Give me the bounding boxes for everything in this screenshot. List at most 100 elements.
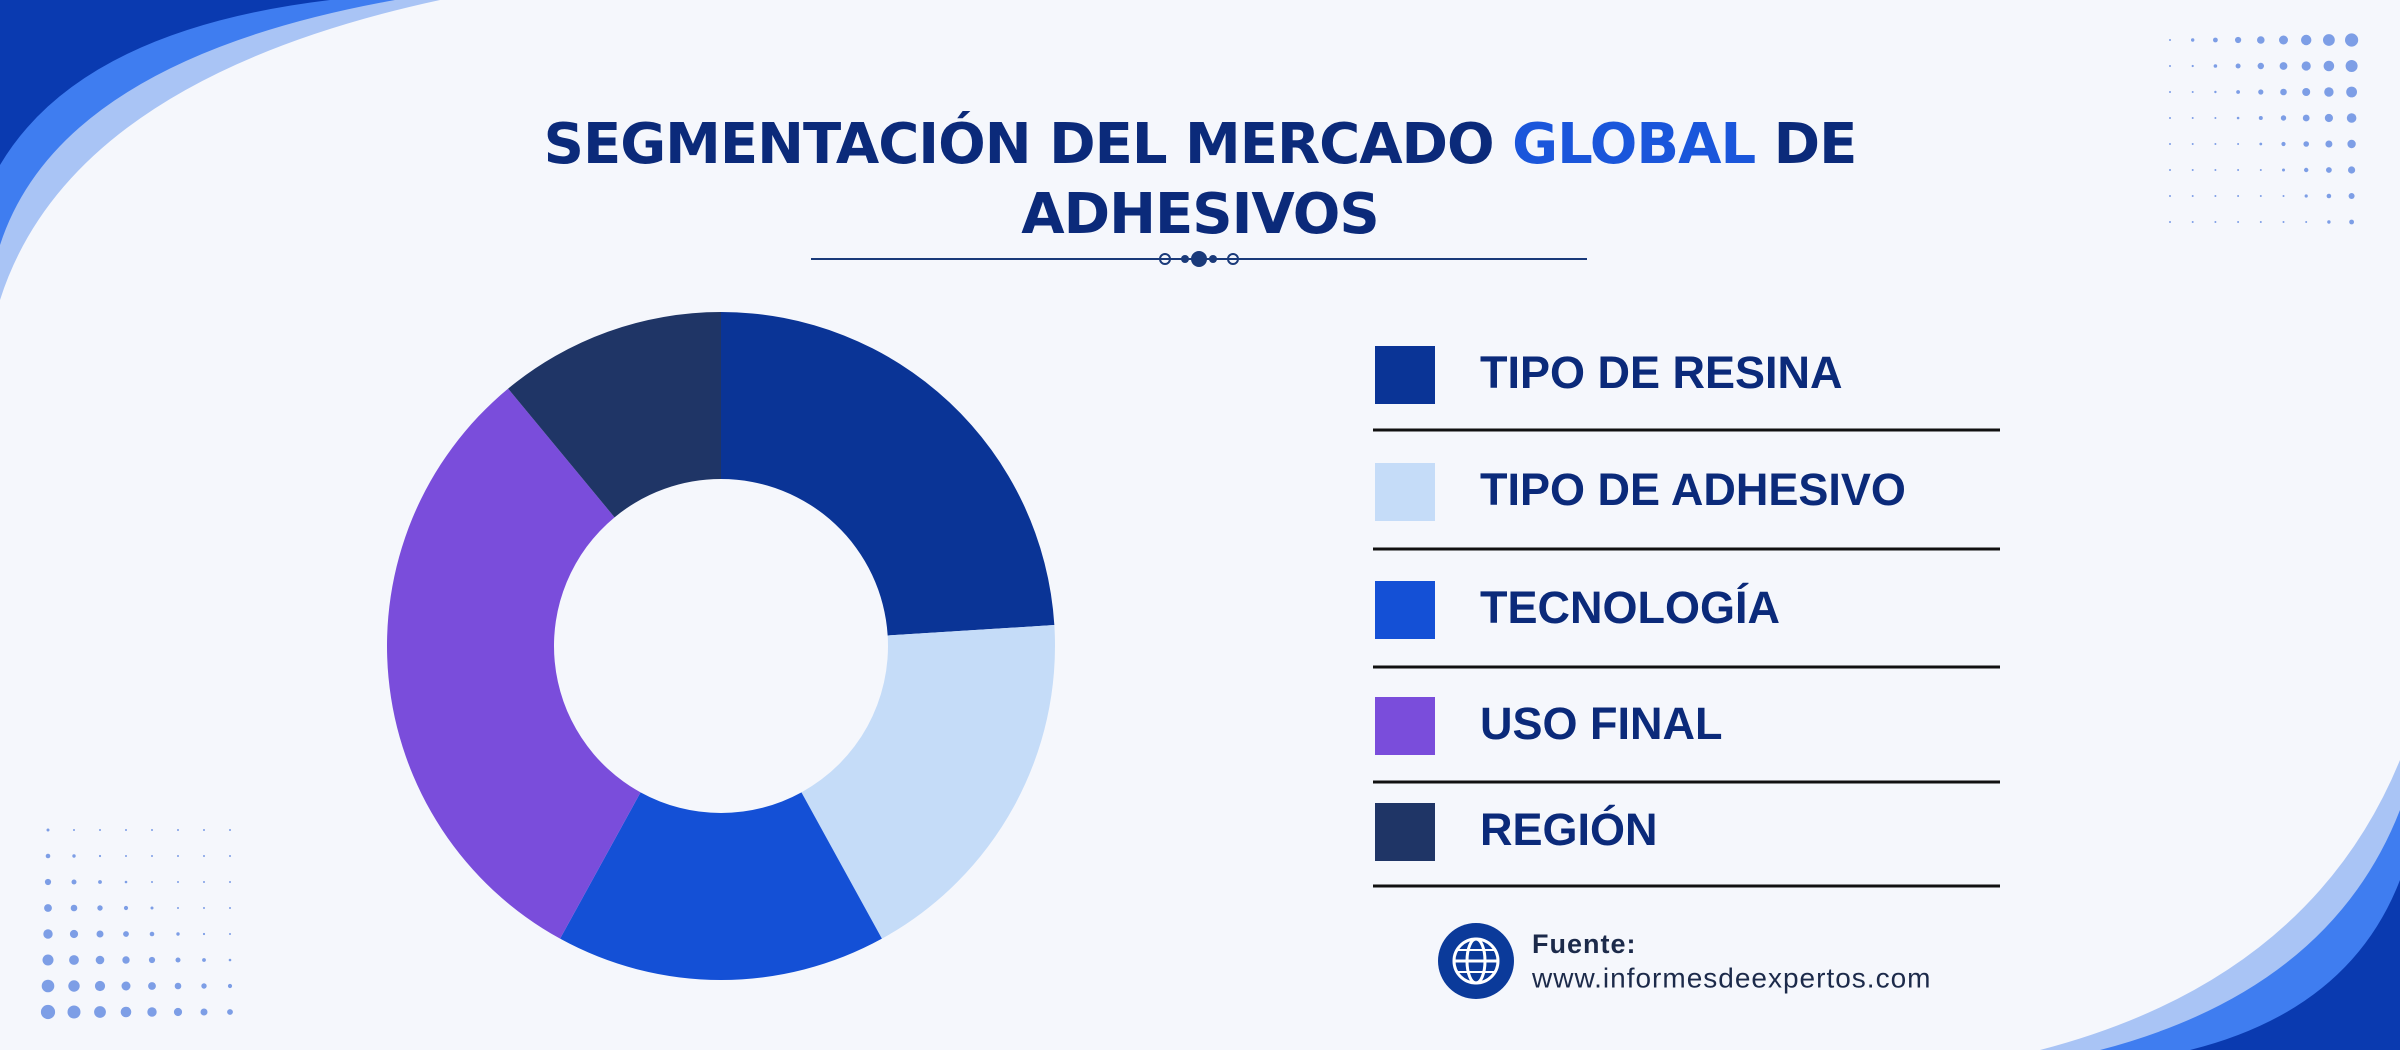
donut-slice bbox=[721, 312, 1055, 636]
dot bbox=[2191, 221, 2194, 223]
dot bbox=[124, 880, 128, 884]
dot bbox=[2257, 62, 2264, 70]
dot bbox=[67, 1005, 81, 1019]
title: SEGMENTACIÓN DEL MERCADO GLOBAL DE ADHESI… bbox=[500, 110, 1900, 250]
wave bbox=[2190, 880, 2400, 1050]
dot bbox=[44, 904, 52, 912]
dot bbox=[2237, 169, 2240, 171]
dot bbox=[203, 855, 205, 857]
title-part: SEGMENTACIÓN DEL MERCADO bbox=[543, 112, 1495, 177]
source-url: www.informesdeexpertos.com bbox=[1531, 962, 1931, 993]
dot bbox=[2326, 193, 2332, 199]
dot bbox=[123, 905, 129, 911]
donut-slice bbox=[560, 792, 882, 980]
legend-swatch bbox=[1375, 697, 1435, 755]
dot bbox=[96, 930, 104, 938]
dot bbox=[202, 958, 206, 962]
dot bbox=[227, 1009, 233, 1015]
dot bbox=[2259, 169, 2262, 171]
dot bbox=[148, 982, 156, 990]
dot bbox=[175, 957, 181, 963]
dot bbox=[42, 954, 54, 966]
dot bbox=[201, 983, 207, 989]
dot bbox=[123, 931, 129, 937]
dot bbox=[2346, 86, 2358, 98]
dot bbox=[147, 1007, 157, 1017]
dot bbox=[151, 881, 153, 883]
title-highlight: GLOBAL bbox=[1512, 112, 1756, 177]
dot bbox=[151, 855, 153, 857]
dot bbox=[43, 929, 53, 939]
dot bbox=[2345, 60, 2358, 72]
dot bbox=[99, 829, 101, 831]
dot bbox=[177, 907, 179, 909]
legend-swatch bbox=[1375, 463, 1435, 521]
dot bbox=[2304, 194, 2308, 198]
dot bbox=[229, 933, 231, 935]
dot bbox=[2169, 117, 2171, 119]
dot bbox=[200, 1008, 208, 1016]
dot bbox=[2305, 221, 2308, 223]
dot bbox=[2281, 141, 2286, 147]
donut-slice bbox=[508, 312, 721, 518]
dot bbox=[203, 829, 205, 831]
dot bbox=[2302, 114, 2310, 122]
dot bbox=[2169, 39, 2171, 41]
dot bbox=[2349, 219, 2355, 225]
dot bbox=[2191, 117, 2194, 119]
dot bbox=[125, 855, 127, 857]
dot bbox=[174, 982, 182, 990]
dot bbox=[95, 955, 105, 965]
dot bbox=[121, 981, 131, 991]
dot bbox=[2279, 62, 2288, 70]
dot bbox=[2237, 221, 2240, 223]
dot bbox=[2237, 195, 2240, 197]
dot bbox=[2282, 221, 2285, 223]
dot bbox=[149, 931, 155, 937]
dot bbox=[2191, 143, 2194, 145]
dot bbox=[150, 906, 154, 910]
dot bbox=[2301, 34, 2312, 46]
dot bbox=[2280, 88, 2287, 96]
dot bbox=[2259, 195, 2262, 197]
dot bbox=[2236, 116, 2240, 120]
dot bbox=[177, 829, 179, 831]
dot bbox=[2346, 113, 2357, 123]
dot bbox=[228, 958, 232, 962]
dot bbox=[2282, 168, 2285, 172]
dot bbox=[202, 932, 206, 936]
dot bbox=[2235, 36, 2242, 44]
dot bbox=[173, 1007, 183, 1017]
dot bbox=[2169, 169, 2171, 171]
dot bbox=[2279, 35, 2288, 45]
dot bbox=[2169, 195, 2171, 197]
dot bbox=[94, 980, 106, 992]
dot bbox=[2191, 64, 2194, 68]
legend-swatch bbox=[1375, 803, 1435, 861]
dot bbox=[2191, 169, 2194, 171]
dot bbox=[2301, 61, 2311, 71]
dot bbox=[2303, 141, 2309, 147]
dot bbox=[2258, 89, 2264, 95]
dot bbox=[45, 853, 51, 859]
dot bbox=[46, 828, 50, 832]
title-part: ADHESIVOS bbox=[1021, 182, 1379, 247]
dot bbox=[2302, 88, 2311, 96]
legend-label: USO FINAL bbox=[1480, 698, 1723, 749]
dot bbox=[68, 980, 80, 992]
legend-label: TECNOLOGÍA bbox=[1480, 582, 1780, 633]
dot bbox=[2214, 169, 2217, 171]
dot bbox=[120, 1006, 132, 1018]
dot bbox=[44, 878, 52, 886]
dot bbox=[2324, 87, 2334, 97]
dot bbox=[229, 907, 231, 909]
dot bbox=[2257, 36, 2265, 44]
dot bbox=[2213, 37, 2218, 43]
dot bbox=[2259, 142, 2263, 146]
title-part: DE bbox=[1773, 112, 1858, 177]
dot bbox=[177, 855, 179, 857]
dot bbox=[122, 956, 130, 964]
dot bbox=[2169, 91, 2171, 93]
dot bbox=[2345, 33, 2359, 47]
